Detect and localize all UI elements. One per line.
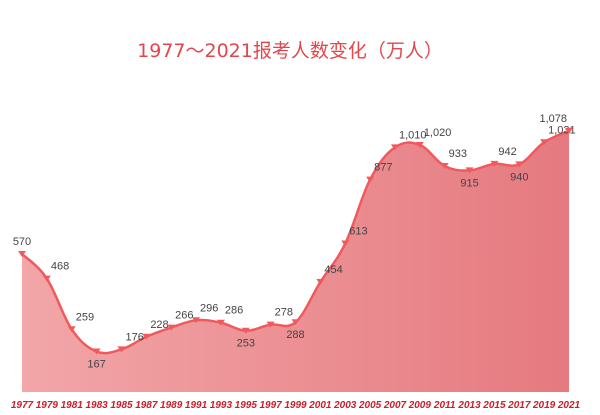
data-label-1981: 259 bbox=[76, 311, 94, 323]
x-tick-2015: 2015 bbox=[482, 400, 506, 411]
data-label-1991: 296 bbox=[200, 302, 218, 314]
data-label-2015: 942 bbox=[498, 146, 516, 158]
data-point-1979 bbox=[42, 275, 51, 282]
x-tick-1987: 1987 bbox=[135, 400, 158, 411]
data-label-2017: 940 bbox=[510, 171, 528, 183]
data-label-2003: 613 bbox=[349, 226, 367, 238]
x-tick-2021: 2021 bbox=[557, 400, 581, 411]
data-point-1999 bbox=[291, 319, 300, 326]
data-point-2021 bbox=[565, 127, 573, 134]
data-point-2017 bbox=[515, 161, 524, 168]
x-tick-2017: 2017 bbox=[507, 400, 531, 411]
data-point-2003 bbox=[341, 240, 350, 247]
x-tick-2005: 2005 bbox=[358, 400, 382, 411]
data-label-1995: 253 bbox=[237, 338, 255, 350]
data-point-1989 bbox=[167, 324, 176, 331]
data-point-1995 bbox=[241, 327, 250, 334]
data-label-2013: 915 bbox=[460, 177, 478, 189]
data-point-2015 bbox=[490, 160, 499, 167]
data-label-1989: 266 bbox=[175, 310, 193, 322]
data-label-2021: 1,078 bbox=[539, 113, 567, 125]
data-point-1981 bbox=[67, 326, 76, 333]
data-label-2011: 933 bbox=[449, 148, 467, 160]
x-tick-1983: 1983 bbox=[85, 400, 108, 411]
data-point-1987 bbox=[142, 333, 151, 340]
data-point-2013 bbox=[465, 167, 474, 174]
x-tick-1989: 1989 bbox=[160, 400, 183, 411]
data-label-1997: 278 bbox=[275, 307, 293, 319]
x-tick-2003: 2003 bbox=[333, 400, 357, 411]
x-tick-2007: 2007 bbox=[383, 400, 407, 411]
x-tick-1997: 1997 bbox=[260, 400, 283, 411]
x-tick-1979: 1979 bbox=[36, 400, 59, 411]
data-point-1983 bbox=[92, 348, 101, 355]
x-tick-1981: 1981 bbox=[61, 400, 84, 411]
data-label-1977: 570 bbox=[13, 236, 31, 248]
x-tick-2009: 2009 bbox=[408, 400, 432, 411]
data-label-1999: 288 bbox=[286, 329, 304, 341]
x-tick-1993: 1993 bbox=[210, 400, 233, 411]
x-tick-1985: 1985 bbox=[110, 400, 133, 411]
data-label-2001: 454 bbox=[324, 264, 342, 276]
area-fill bbox=[22, 130, 569, 393]
data-label-1987: 228 bbox=[150, 319, 168, 331]
x-tick-2011: 2011 bbox=[433, 400, 456, 411]
data-point-2001 bbox=[316, 279, 325, 286]
data-point-1977 bbox=[18, 250, 26, 257]
data-label-1983: 167 bbox=[87, 359, 105, 371]
data-point-2009 bbox=[415, 141, 424, 148]
x-tick-1991: 1991 bbox=[185, 400, 208, 411]
data-point-1991 bbox=[192, 317, 201, 324]
data-point-2019 bbox=[540, 139, 549, 146]
data-label-2009: 1,020 bbox=[424, 127, 452, 139]
x-tick-1977: 1977 bbox=[11, 400, 34, 411]
data-label-2019: 1,031 bbox=[548, 124, 576, 136]
data-point-2005 bbox=[366, 176, 375, 183]
data-point-2007 bbox=[390, 144, 399, 151]
chart-title: 1977～2021报考人数变化（万人） bbox=[137, 40, 443, 62]
data-label-1993: 286 bbox=[225, 305, 243, 317]
x-tick-1999: 1999 bbox=[284, 400, 307, 411]
x-tick-2001: 2001 bbox=[308, 400, 332, 411]
data-point-1997 bbox=[266, 321, 275, 328]
data-point-1985 bbox=[117, 346, 126, 353]
data-point-1993 bbox=[216, 319, 225, 326]
data-point-2011 bbox=[440, 163, 449, 170]
x-tick-2019: 2019 bbox=[532, 400, 556, 411]
data-label-2007: 1,010 bbox=[399, 129, 427, 141]
data-label-1985: 176 bbox=[125, 331, 143, 343]
data-label-1979: 468 bbox=[51, 261, 69, 273]
data-label-2005: 877 bbox=[374, 162, 392, 174]
x-tick-2013: 2013 bbox=[457, 400, 481, 411]
x-tick-1995: 1995 bbox=[235, 400, 258, 411]
